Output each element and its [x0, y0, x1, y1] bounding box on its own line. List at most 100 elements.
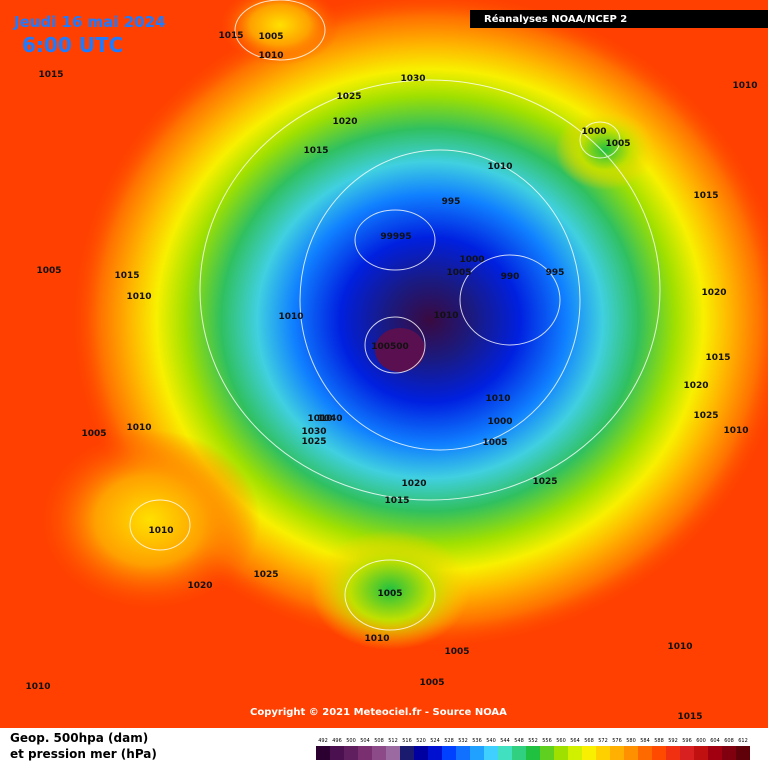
legend-swatch [414, 746, 428, 760]
isobar-label: 1010 [667, 642, 692, 652]
source-box [470, 10, 768, 28]
isobar-label: 1005 [81, 429, 106, 439]
isobar-label: 1015 [384, 496, 409, 506]
geopotential-field [310, 530, 470, 650]
legend-swatch [722, 746, 736, 760]
isobar-label: 1020 [332, 117, 357, 127]
legend-swatch [596, 746, 610, 760]
legend-label: 528 [444, 738, 454, 744]
legend-label: 604 [710, 738, 720, 744]
legend-swatch [666, 746, 680, 760]
isobar-label: 1005 [419, 678, 444, 688]
legend-swatch [512, 746, 526, 760]
legend-swatch [498, 746, 512, 760]
legend-label: 524 [430, 738, 440, 744]
isobar-label: 990 [501, 272, 520, 282]
isobar-label: 1005 [605, 139, 630, 149]
legend-label: 532 [458, 738, 468, 744]
isobar-label: 1010 [364, 634, 389, 644]
isobar-label: 1005 [36, 266, 61, 276]
isobar-label: 1025 [301, 437, 326, 447]
legend-label: 548 [514, 738, 524, 744]
legend-swatch [624, 746, 638, 760]
isobar-label: 1020 [187, 581, 212, 591]
legend-swatch [610, 746, 624, 760]
isobar-label: 1005 [377, 589, 402, 599]
isobar-label: 1025 [532, 477, 557, 487]
legend-label: 536 [472, 738, 482, 744]
isobar-label: 1025 [693, 411, 718, 421]
legend-label: 556 [542, 738, 552, 744]
isobar-label: 1025 [336, 92, 361, 102]
isobar-label: 1010 [148, 526, 173, 536]
legend-title: Geop. 500hpa (dam) [10, 731, 148, 745]
legend-label: 512 [388, 738, 398, 744]
time: 6:00 UTC [22, 33, 123, 57]
legend-swatch [344, 746, 358, 760]
legend-swatch [736, 746, 750, 760]
isobar-label: 1010 [723, 426, 748, 436]
legend-label: 584 [640, 738, 650, 744]
legend-swatch [470, 746, 484, 760]
isobar-label: 1010 [25, 682, 50, 692]
isobar-label: 1015 [677, 712, 702, 722]
legend-label: 520 [416, 738, 426, 744]
legend-label: 564 [570, 738, 580, 744]
isobar-label: 1010 [487, 162, 512, 172]
isobar-label: 1015 [303, 146, 328, 156]
legend-label: 540 [486, 738, 496, 744]
legend-swatch [358, 746, 372, 760]
legend-swatch [372, 746, 386, 760]
isobar-label: 1005 [444, 647, 469, 657]
isobar-label: 1015 [38, 70, 63, 80]
isobar-label: 1005 [482, 438, 507, 448]
isobar-label: 1010 [307, 414, 332, 424]
geopotential-field [40, 430, 260, 610]
isobar-label: 1030 [400, 74, 425, 84]
legend-label: 496 [332, 738, 342, 744]
legend-swatch [400, 746, 414, 760]
legend-swatch [442, 746, 456, 760]
legend-label: 492 [318, 738, 328, 744]
isobar-label: 1005 [446, 268, 471, 278]
legend-swatch [316, 746, 330, 760]
geopotential-field [375, 328, 425, 372]
legend-swatch [386, 746, 400, 760]
legend-swatch [638, 746, 652, 760]
isobar-label: 1040 [317, 414, 342, 424]
isobar-label: 995 [546, 268, 565, 278]
isobar-label: 99995 [380, 232, 411, 242]
geopotential-field [555, 110, 655, 190]
isobar-label: 1000 [487, 417, 512, 427]
isobar-label: 1010 [732, 81, 757, 91]
legend-label: 504 [360, 738, 370, 744]
legend-swatch [540, 746, 554, 760]
isobar-label: 1000 [459, 255, 484, 265]
date: Jeudi 16 mai 2024 [13, 13, 166, 31]
legend-swatch [694, 746, 708, 760]
legend-label: 508 [374, 738, 384, 744]
legend-swatch [680, 746, 694, 760]
legend-swatch [568, 746, 582, 760]
legend-label: 600 [696, 738, 706, 744]
isobar-label: 100500 [371, 342, 409, 352]
isobar-label: 1030 [301, 427, 326, 437]
legend-label: 560 [556, 738, 566, 744]
legend-label: 580 [626, 738, 636, 744]
legend-label: 576 [612, 738, 622, 744]
source: Réanalyses NOAA/NCEP 2 [484, 13, 627, 25]
legend-label: 612 [738, 738, 748, 744]
legend-swatch [330, 746, 344, 760]
legend-swatch [456, 746, 470, 760]
isobar-label: 1025 [253, 570, 278, 580]
isobar-label: 1020 [701, 288, 726, 298]
legend-label: 596 [682, 738, 692, 744]
isobar-label: 1005 [258, 32, 283, 42]
isobar-label: 1000 [581, 127, 606, 137]
legend-swatch [484, 746, 498, 760]
isobar-label: 1020 [401, 479, 426, 489]
isobar-label: 1010 [258, 51, 283, 61]
geopotential-field [220, 0, 340, 65]
isobar-label: 1010 [485, 394, 510, 404]
